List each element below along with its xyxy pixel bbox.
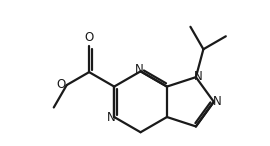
Text: N: N [194,70,203,83]
Text: N: N [213,95,221,108]
Text: N: N [107,111,116,124]
Text: O: O [56,78,66,91]
Text: O: O [85,31,94,44]
Text: N: N [135,63,144,76]
